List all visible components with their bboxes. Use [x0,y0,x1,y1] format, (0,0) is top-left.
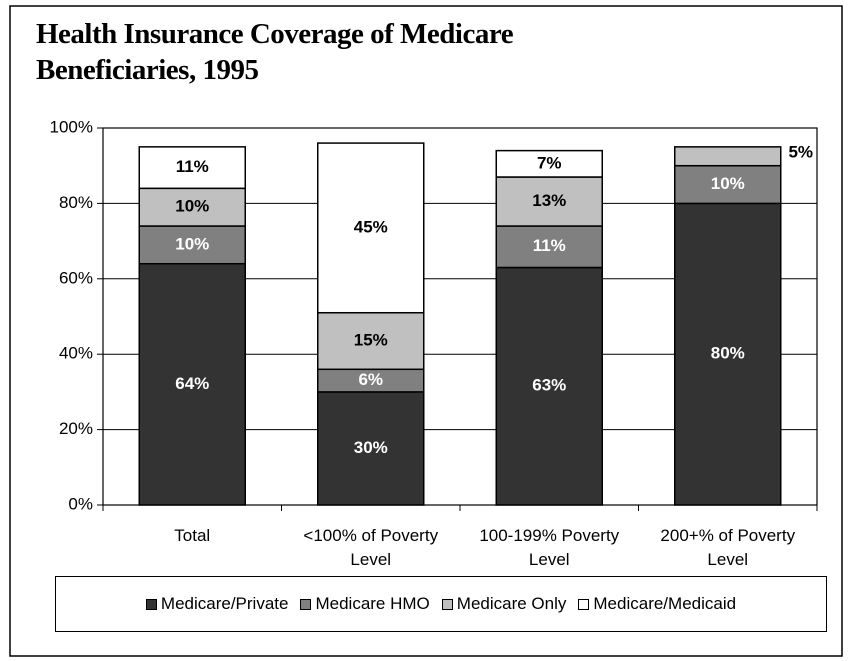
y-tick-label: 0% [68,494,93,513]
data-label: 5% [788,142,813,161]
x-tick-label: 200+% of Poverty Level [660,526,796,569]
data-label: 10% [175,197,209,216]
legend-swatch [145,598,157,610]
data-label: 6% [358,370,383,389]
data-label: 11% [176,157,209,176]
legend: Medicare/Private Medicare HMO Medicare Onl… [55,576,827,632]
y-tick-label: 80% [59,193,93,212]
x-tick-label: 100-199% Poverty Level [479,526,620,569]
bar-segment [674,202,782,506]
bar-segment [138,146,246,190]
data-label: 45% [354,217,388,236]
x-tick-label: <100% of Poverty Level [303,526,439,569]
bar-segment [317,391,425,506]
bar-segment [495,225,603,269]
y-tick-label: 60% [59,268,93,287]
legend-swatch [578,598,590,610]
data-label: 64% [175,374,209,393]
y-tick-label: 100% [50,117,93,136]
bar-segment [495,176,603,227]
y-tick-label: 40% [59,344,93,363]
data-label: 13% [532,191,566,210]
legend-swatch [300,598,312,610]
frame [9,5,843,657]
legend-label: Medicare/Private [160,594,289,613]
legend-item: Medicare/Private [145,594,289,614]
data-label: 30% [354,438,388,457]
data-label: 63% [532,376,566,395]
legend-label: Medicare/Medicaid [593,594,737,613]
legend-label: Medicare Only [456,594,567,613]
legend-swatch [441,598,453,610]
data-label: 7% [537,153,562,172]
chart-title: Health Insurance Coverage of Medicare Be… [36,18,514,86]
legend-item: Medicare Only [441,594,567,614]
bar-segment [495,266,603,506]
y-tick-label: 20% [59,419,93,438]
x-tick-label: Total [174,526,211,545]
legend-item: Medicare/Medicaid [578,594,736,614]
data-label: 10% [711,174,745,193]
data-label: 11% [533,236,566,255]
bar-segment [674,146,782,167]
bar-segment [674,164,782,205]
data-label: 10% [175,234,209,253]
data-label: 80% [711,344,745,363]
bar-segment [317,142,425,314]
bar-segment [138,225,246,265]
bar-segment [138,187,246,227]
data-label: 15% [354,330,388,349]
bar-segment [495,149,603,178]
legend-item: Medicare HMO [300,594,430,614]
legend-label: Medicare HMO [315,594,430,613]
